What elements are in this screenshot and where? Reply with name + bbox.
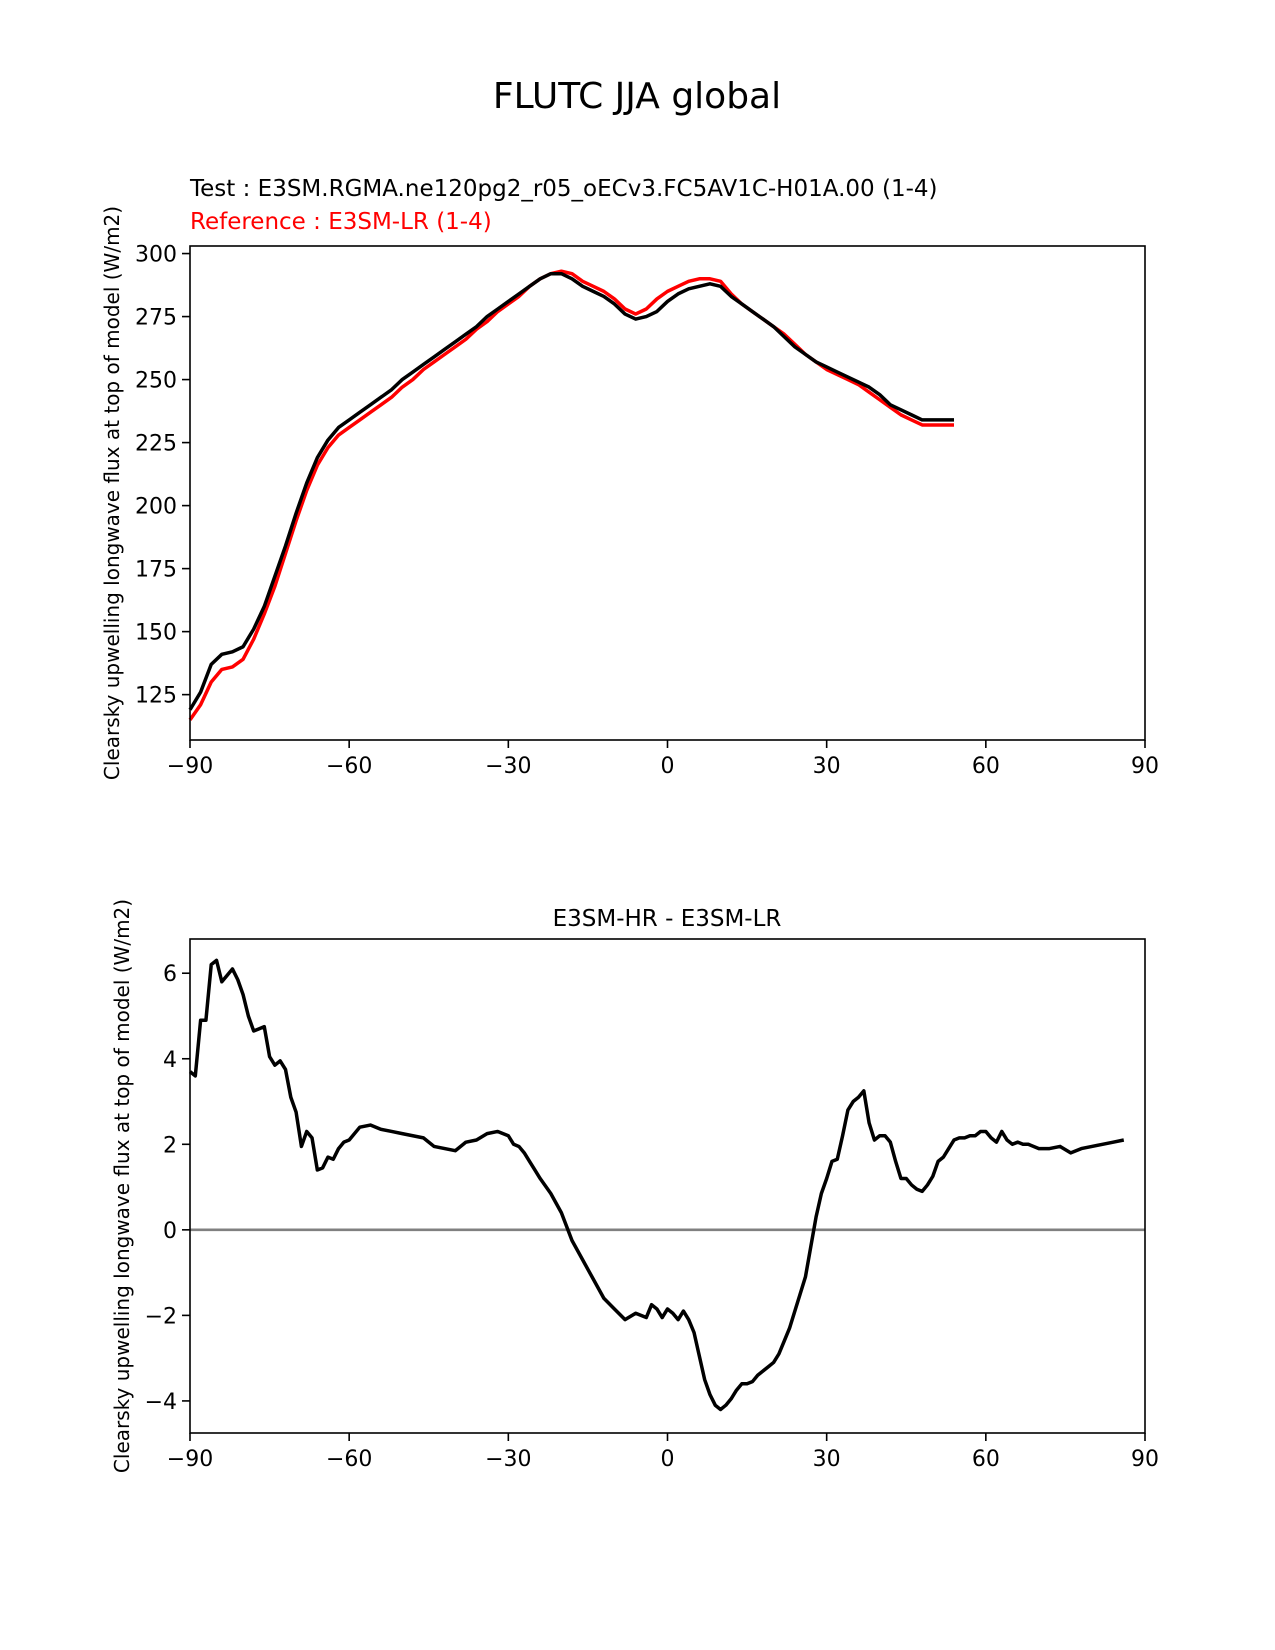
- y-tick-label: 125: [135, 684, 177, 709]
- x-tick-label: −60: [326, 754, 372, 779]
- bottom-panel-title: E3SM-HR - E3SM-LR: [553, 906, 782, 932]
- y-tick-label: 4: [163, 1048, 177, 1073]
- y-tick-label: 150: [135, 621, 177, 646]
- series-line-reference: [188, 269, 954, 721]
- bottom-panel-frame: [189, 938, 1146, 1434]
- figure-suptitle: FLUTC JJA global: [493, 76, 781, 117]
- x-tick-label: 30: [813, 754, 841, 779]
- y-tick-label: 175: [135, 558, 177, 583]
- top-panel-ticks: −90 −60 −30 0 30 60 90 125 150 175 200 225 250 275 300: [135, 243, 1159, 779]
- x-tick-label: −60: [326, 1447, 372, 1472]
- y-tick-label: −4: [145, 1390, 177, 1415]
- x-tick-label: 0: [661, 754, 675, 779]
- bottom-panel-series: [188, 958, 1145, 1412]
- top-panel-test-title: Test : E3SM.RGMA.ne120pg2_r05_oECv3.FC5A…: [189, 176, 937, 202]
- x-tick-label: −30: [485, 1447, 531, 1472]
- x-tick-label: −90: [167, 1447, 213, 1472]
- x-tick-label: 90: [1131, 754, 1159, 779]
- bottom-panel: E3SM-HR - E3SM-LR −90 −60 −30 0 30 60 90 −4 −2 0 2…: [110, 899, 1159, 1473]
- y-tick-label: 2: [163, 1133, 177, 1158]
- y-tick-label: 225: [135, 432, 177, 457]
- x-tick-label: 0: [661, 1447, 675, 1472]
- top-panel-reference-title: Reference : E3SM-LR (1-4): [190, 209, 492, 235]
- top-panel-ylabel: Clearsky upwelling longwave flux at top …: [100, 206, 124, 780]
- y-tick-label: 300: [135, 243, 177, 268]
- bottom-panel-ylabel: Clearsky upwelling longwave flux at top …: [110, 899, 134, 1473]
- y-tick-label: −2: [145, 1304, 177, 1329]
- x-tick-label: 60: [972, 754, 1000, 779]
- series-line-e3sm-hr-e3sm-lr: [188, 958, 1125, 1412]
- top-panel-frame: [189, 245, 1146, 741]
- series-line-test: [188, 271, 954, 711]
- y-tick-label: 6: [163, 962, 177, 987]
- x-tick-label: 90: [1131, 1447, 1159, 1472]
- x-tick-label: 60: [972, 1447, 1000, 1472]
- y-tick-label: 200: [135, 495, 177, 520]
- x-tick-label: −30: [485, 754, 531, 779]
- top-panel-series: [188, 269, 954, 721]
- y-tick-label: 250: [135, 369, 177, 394]
- top-panel: Test : E3SM.RGMA.ne120pg2_r05_oECv3.FC5A…: [100, 176, 1159, 780]
- x-tick-label: 30: [813, 1447, 841, 1472]
- x-tick-label: −90: [167, 754, 213, 779]
- bottom-panel-ticks: −90 −60 −30 0 30 60 90 −4 −2 0 2 4 6: [145, 962, 1159, 1472]
- y-tick-label: 275: [135, 306, 177, 331]
- y-tick-label: 0: [163, 1219, 177, 1244]
